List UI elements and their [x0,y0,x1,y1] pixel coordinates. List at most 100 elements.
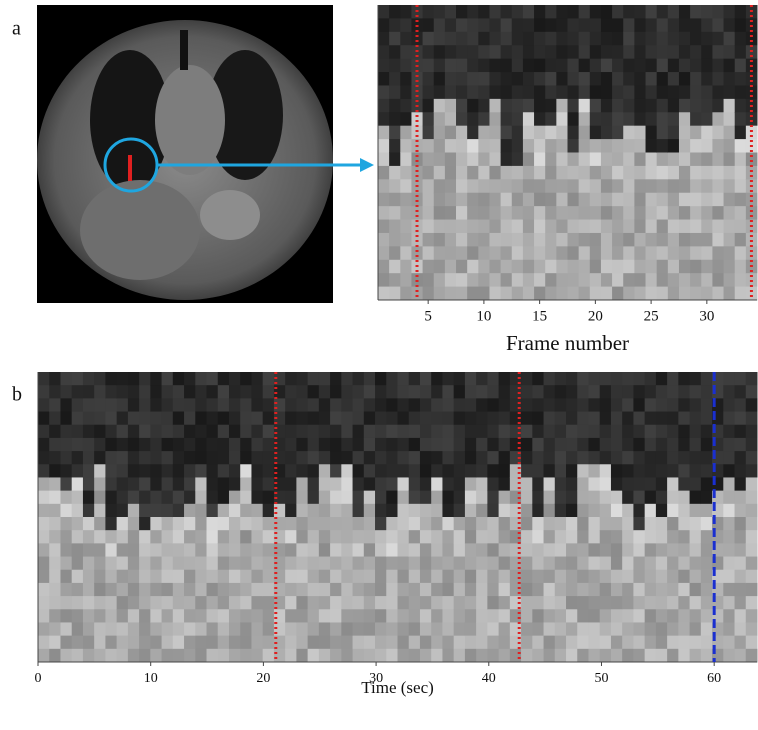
image-pixel [467,192,479,207]
image-pixel [734,398,747,413]
image-pixel [532,556,545,571]
image-pixel [318,648,331,663]
image-pixel [431,596,443,610]
image-pixel [723,582,736,597]
image-pixel [577,569,589,584]
image-pixel [228,385,241,399]
image-pixel [476,622,488,637]
image-pixel [127,464,140,478]
image-pixel [745,152,758,167]
image-pixel [453,609,466,623]
image-pixel [82,398,95,413]
image-pixel [363,411,376,426]
image-pixel [307,477,320,492]
image-pixel [588,596,601,610]
image-pixel [105,569,118,584]
image-pixel [543,385,556,399]
image-pixel [363,609,376,623]
image-pixel [318,543,331,558]
image-pixel [498,385,511,399]
image-pixel [543,490,556,505]
image-pixel [82,490,95,505]
image-pixel [386,503,398,518]
image-pixel [60,596,73,610]
image-pixel [408,477,421,492]
image-pixel [285,477,297,492]
image-pixel [623,165,635,180]
image-pixel [116,490,129,505]
image-pixel [578,232,591,247]
image-pixel [375,530,387,544]
image-pixel [589,5,602,19]
image-pixel [578,179,591,194]
image-pixel [655,398,668,413]
image-pixel [161,385,174,399]
image-pixel [487,411,500,426]
image-pixel [556,259,568,274]
mri-organ [200,190,260,240]
image-pixel [522,125,535,140]
image-pixel [273,569,286,584]
image-pixel [400,125,412,140]
image-pixel [543,503,556,518]
image-pixel [723,85,736,100]
image-pixel [489,165,502,180]
image-pixel [522,246,535,261]
image-pixel [228,398,241,413]
image-pixel [262,411,275,426]
image-pixel [139,596,151,610]
image-pixel [622,635,634,650]
image-pixel [363,398,376,413]
image-pixel [745,232,758,247]
image-pixel [228,372,241,386]
image-pixel [612,273,624,288]
image-pixel [127,609,140,623]
image-pixel [633,648,646,663]
image-pixel [378,45,390,60]
image-pixel [411,72,424,86]
image-pixel [161,503,174,518]
image-pixel [476,411,488,426]
image-pixel [307,424,320,439]
image-pixel [599,451,612,465]
image-pixel [678,503,691,518]
image-pixel [622,582,634,597]
image-pixel [408,648,421,663]
image-pixel [599,477,612,492]
image-pixel [442,609,455,623]
image-pixel [622,648,634,663]
image-pixel [228,648,241,663]
image-pixel [60,503,73,518]
image-pixel [667,98,680,113]
image-pixel [262,503,275,518]
image-pixel [38,569,50,584]
image-pixel [411,232,424,247]
image-pixel [700,543,713,558]
image-pixel [94,556,106,571]
image-pixel [723,98,736,113]
image-pixel [667,609,679,623]
image-pixel [60,648,73,663]
image-pixel [734,609,747,623]
image-pixel [464,622,477,637]
image-pixel [577,635,589,650]
image-pixel [522,165,535,180]
image-pixel [217,503,230,518]
image-pixel [467,139,479,153]
image-pixel [71,464,84,478]
image-pixel [500,125,513,140]
image-pixel [433,232,446,247]
image-pixel [341,596,354,610]
image-pixel [655,530,668,544]
image-pixel [400,58,412,73]
image-pixel [734,31,747,46]
image-pixel [712,622,724,637]
image-pixel [397,411,410,426]
image-pixel [442,635,455,650]
image-pixel [567,286,580,301]
image-pixel [678,58,691,73]
image-pixel [745,385,758,399]
image-pixel [644,477,657,492]
image-pixel [521,464,533,478]
image-pixel [273,372,286,386]
